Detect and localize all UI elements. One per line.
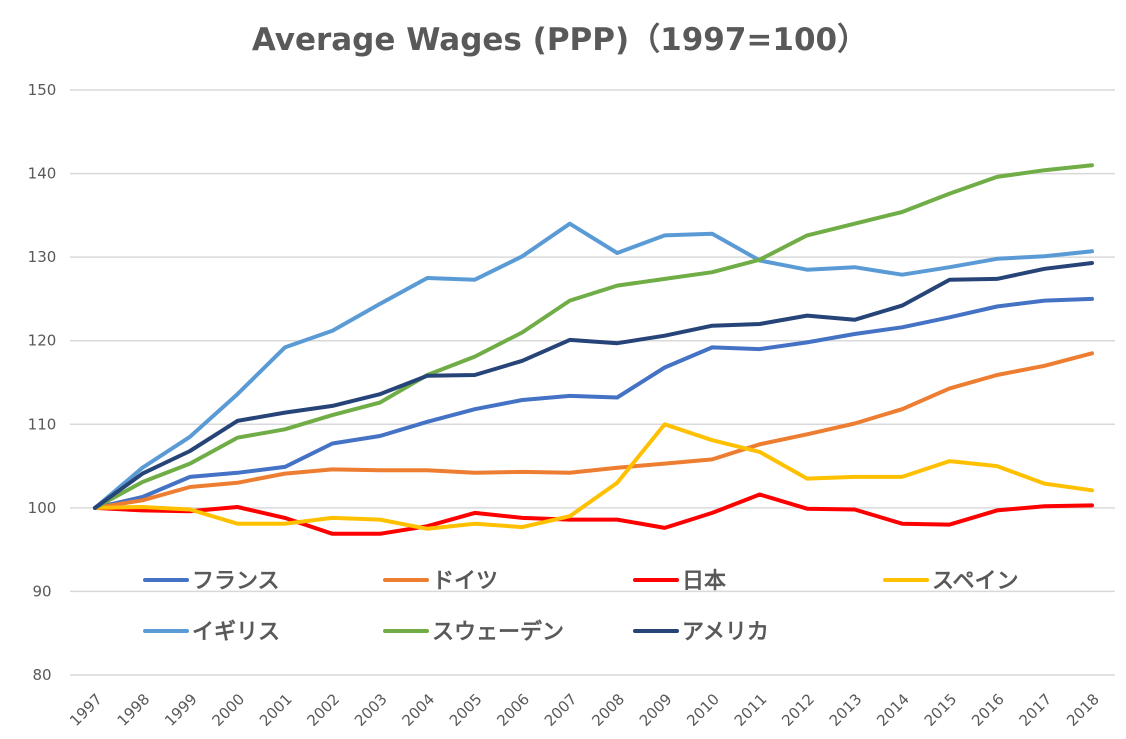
y-tick-label: 150 bbox=[28, 81, 57, 99]
y-tick-label: 120 bbox=[28, 332, 57, 350]
y-axis: 80 90 100 110 120 130 140 150 bbox=[28, 81, 57, 684]
x-axis: 1997 1998 1999 2000 2001 2002 2003 2004 2005 2006… bbox=[66, 690, 1103, 730]
legend-item: フランス bbox=[143, 569, 280, 594]
legend-label: ドイツ bbox=[432, 569, 498, 594]
legend-label: スペイン bbox=[932, 569, 1018, 594]
legend-item: イギリス bbox=[143, 620, 280, 645]
x-tick-label: 2001 bbox=[256, 690, 296, 730]
x-tick-label: 2016 bbox=[968, 690, 1008, 730]
x-tick-label: 2007 bbox=[541, 690, 581, 730]
legend-label: アメリカ bbox=[682, 620, 769, 645]
x-tick-label: 2011 bbox=[731, 690, 771, 730]
y-tick-label: 90 bbox=[32, 582, 51, 600]
series-line-6 bbox=[93, 163, 1094, 510]
legend-item: スペイン bbox=[883, 569, 1018, 594]
y-tick-label: 100 bbox=[28, 499, 57, 517]
legend-label: イギリス bbox=[192, 620, 280, 645]
legend-label: 日本 bbox=[682, 569, 726, 594]
y-tick-label: 130 bbox=[28, 248, 57, 266]
x-tick-label: 2004 bbox=[398, 690, 438, 730]
x-tick-label: 2014 bbox=[873, 690, 913, 730]
legend-label: フランス bbox=[192, 569, 280, 594]
y-tick-label: 140 bbox=[28, 165, 57, 183]
series-line-7 bbox=[93, 261, 1094, 510]
x-tick-label: 2005 bbox=[446, 690, 486, 730]
x-tick-label: 2002 bbox=[303, 690, 343, 730]
x-tick-label: 2015 bbox=[921, 690, 961, 730]
legend-item: アメリカ bbox=[633, 620, 769, 645]
x-tick-label: 2017 bbox=[1016, 690, 1056, 730]
series-line-3 bbox=[93, 492, 1094, 536]
x-tick-label: 1999 bbox=[161, 690, 201, 730]
x-tick-label: 1998 bbox=[114, 690, 154, 730]
x-tick-label: 2000 bbox=[209, 690, 249, 730]
chart-title: Average Wages (PPP)（1997=100） bbox=[252, 22, 868, 58]
x-tick-label: 2013 bbox=[826, 690, 866, 730]
x-tick-label: 1997 bbox=[66, 690, 106, 730]
legend-label: スウェーデン bbox=[432, 619, 564, 645]
x-tick-label: 2010 bbox=[683, 690, 723, 730]
series-line-4 bbox=[93, 422, 1094, 531]
x-tick-label: 2006 bbox=[493, 690, 533, 730]
legend-item: ドイツ bbox=[383, 569, 498, 594]
y-tick-label: 110 bbox=[28, 415, 57, 433]
x-tick-label: 2008 bbox=[588, 690, 628, 730]
x-tick-label: 2018 bbox=[1063, 690, 1103, 730]
legend-item: スウェーデン bbox=[383, 619, 564, 645]
x-tick-label: 2009 bbox=[636, 690, 676, 730]
x-tick-label: 2003 bbox=[351, 690, 391, 730]
series-line-2 bbox=[93, 351, 1094, 510]
y-tick-label: 80 bbox=[32, 666, 51, 684]
x-tick-label: 2012 bbox=[778, 690, 818, 730]
series-line-1 bbox=[93, 296, 1094, 510]
legend-item: 日本 bbox=[633, 569, 726, 594]
series-lines bbox=[93, 163, 1094, 536]
series-line-5 bbox=[93, 221, 1094, 510]
